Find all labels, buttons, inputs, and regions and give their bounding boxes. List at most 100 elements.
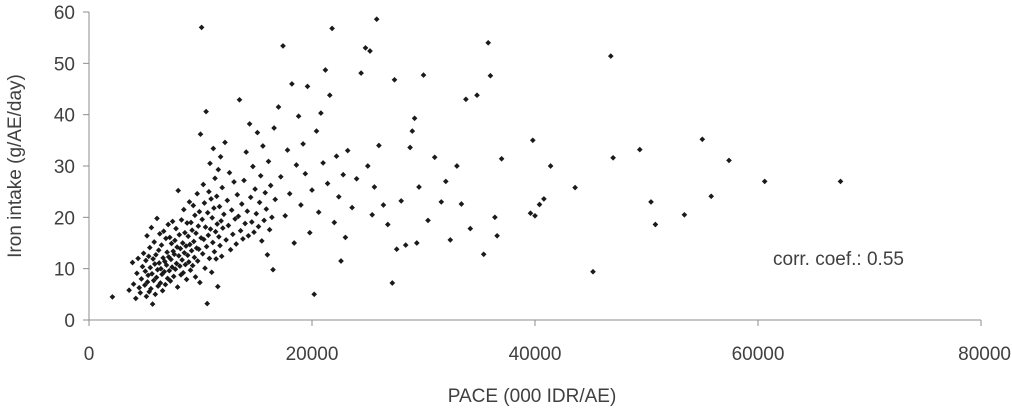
data-point	[217, 242, 223, 249]
data-point	[262, 189, 269, 196]
data-point	[157, 280, 164, 286]
data-point	[169, 218, 176, 225]
data-point	[256, 199, 263, 206]
data-point	[367, 48, 373, 54]
data-point	[216, 203, 223, 210]
y-axis-ticks: 0 10 20 30 40 50 60	[54, 3, 89, 332]
data-point	[474, 92, 480, 99]
data-point	[174, 284, 181, 290]
data-point	[172, 237, 178, 244]
data-point	[155, 247, 162, 254]
data-point	[175, 187, 182, 194]
correlation-annotation: corr. coef.: 0.55	[773, 249, 904, 270]
data-point	[109, 294, 116, 300]
data-point	[487, 72, 494, 79]
data-point	[369, 211, 376, 218]
data-point	[149, 270, 155, 277]
data-point	[206, 188, 212, 195]
data-point	[636, 146, 643, 153]
data-point	[280, 43, 286, 49]
data-point	[159, 287, 166, 294]
data-point	[156, 260, 163, 266]
data-point	[198, 24, 205, 31]
data-point	[187, 241, 193, 248]
data-point	[416, 184, 422, 190]
data-point	[313, 128, 320, 134]
data-point	[241, 177, 247, 184]
data-point	[236, 96, 243, 103]
y-tick-label: 20	[54, 208, 75, 229]
data-point	[145, 253, 152, 260]
data-point	[189, 262, 196, 269]
data-point	[143, 257, 149, 264]
data-point	[309, 187, 315, 193]
data-point	[463, 96, 469, 103]
data-point	[289, 81, 295, 87]
data-point	[726, 157, 732, 164]
data-point	[196, 208, 203, 215]
data-point	[529, 137, 536, 144]
data-point	[248, 219, 255, 225]
x-axis-title: PACE (000 IDR/AE)	[448, 386, 617, 407]
x-tick-label: 20000	[286, 344, 339, 365]
data-point	[166, 267, 173, 274]
data-point	[284, 147, 291, 153]
data-point	[454, 163, 460, 169]
data-point	[203, 108, 209, 115]
data-point	[652, 221, 659, 228]
data-point	[257, 172, 264, 179]
data-point	[242, 220, 248, 227]
data-point	[282, 212, 289, 219]
data-point	[200, 181, 207, 188]
data-point	[389, 280, 396, 286]
data-point	[376, 142, 382, 149]
y-tick-label: 30	[54, 157, 75, 178]
data-point	[251, 229, 257, 236]
data-point	[180, 206, 187, 213]
data-point	[132, 295, 139, 302]
data-point	[335, 193, 342, 200]
data-point	[176, 231, 183, 238]
data-point	[402, 242, 409, 248]
data-point	[162, 281, 169, 288]
data-point	[222, 139, 228, 146]
data-point	[167, 278, 174, 284]
data-point	[207, 226, 214, 232]
data-point	[137, 289, 144, 296]
data-point	[136, 284, 143, 291]
data-point	[353, 175, 360, 182]
data-point	[141, 282, 148, 288]
data-point	[364, 163, 371, 169]
data-point	[180, 269, 187, 276]
data-point	[322, 67, 329, 73]
data-point	[265, 158, 272, 165]
data-point	[255, 223, 262, 230]
data-point	[223, 237, 229, 243]
data-point	[211, 248, 218, 255]
data-point	[172, 266, 179, 273]
data-point	[206, 255, 213, 262]
data-point	[420, 72, 427, 78]
data-point	[177, 245, 184, 252]
data-point	[532, 212, 538, 219]
data-point	[210, 145, 217, 152]
data-point	[572, 184, 578, 191]
data-point	[130, 281, 137, 287]
data-point	[252, 186, 258, 192]
data-point	[269, 214, 275, 221]
data-point	[247, 194, 254, 201]
data-point	[153, 251, 159, 258]
data-point	[179, 257, 185, 263]
data-point	[306, 229, 313, 236]
data-point	[214, 221, 221, 227]
data-point	[202, 224, 209, 230]
data-point	[467, 225, 474, 232]
data-point	[295, 113, 302, 120]
data-point	[209, 239, 216, 246]
data-point	[245, 232, 252, 239]
data-point	[183, 276, 190, 283]
data-point	[225, 222, 232, 229]
data-point	[192, 274, 199, 280]
data-point	[195, 223, 202, 229]
data-point	[213, 256, 219, 262]
